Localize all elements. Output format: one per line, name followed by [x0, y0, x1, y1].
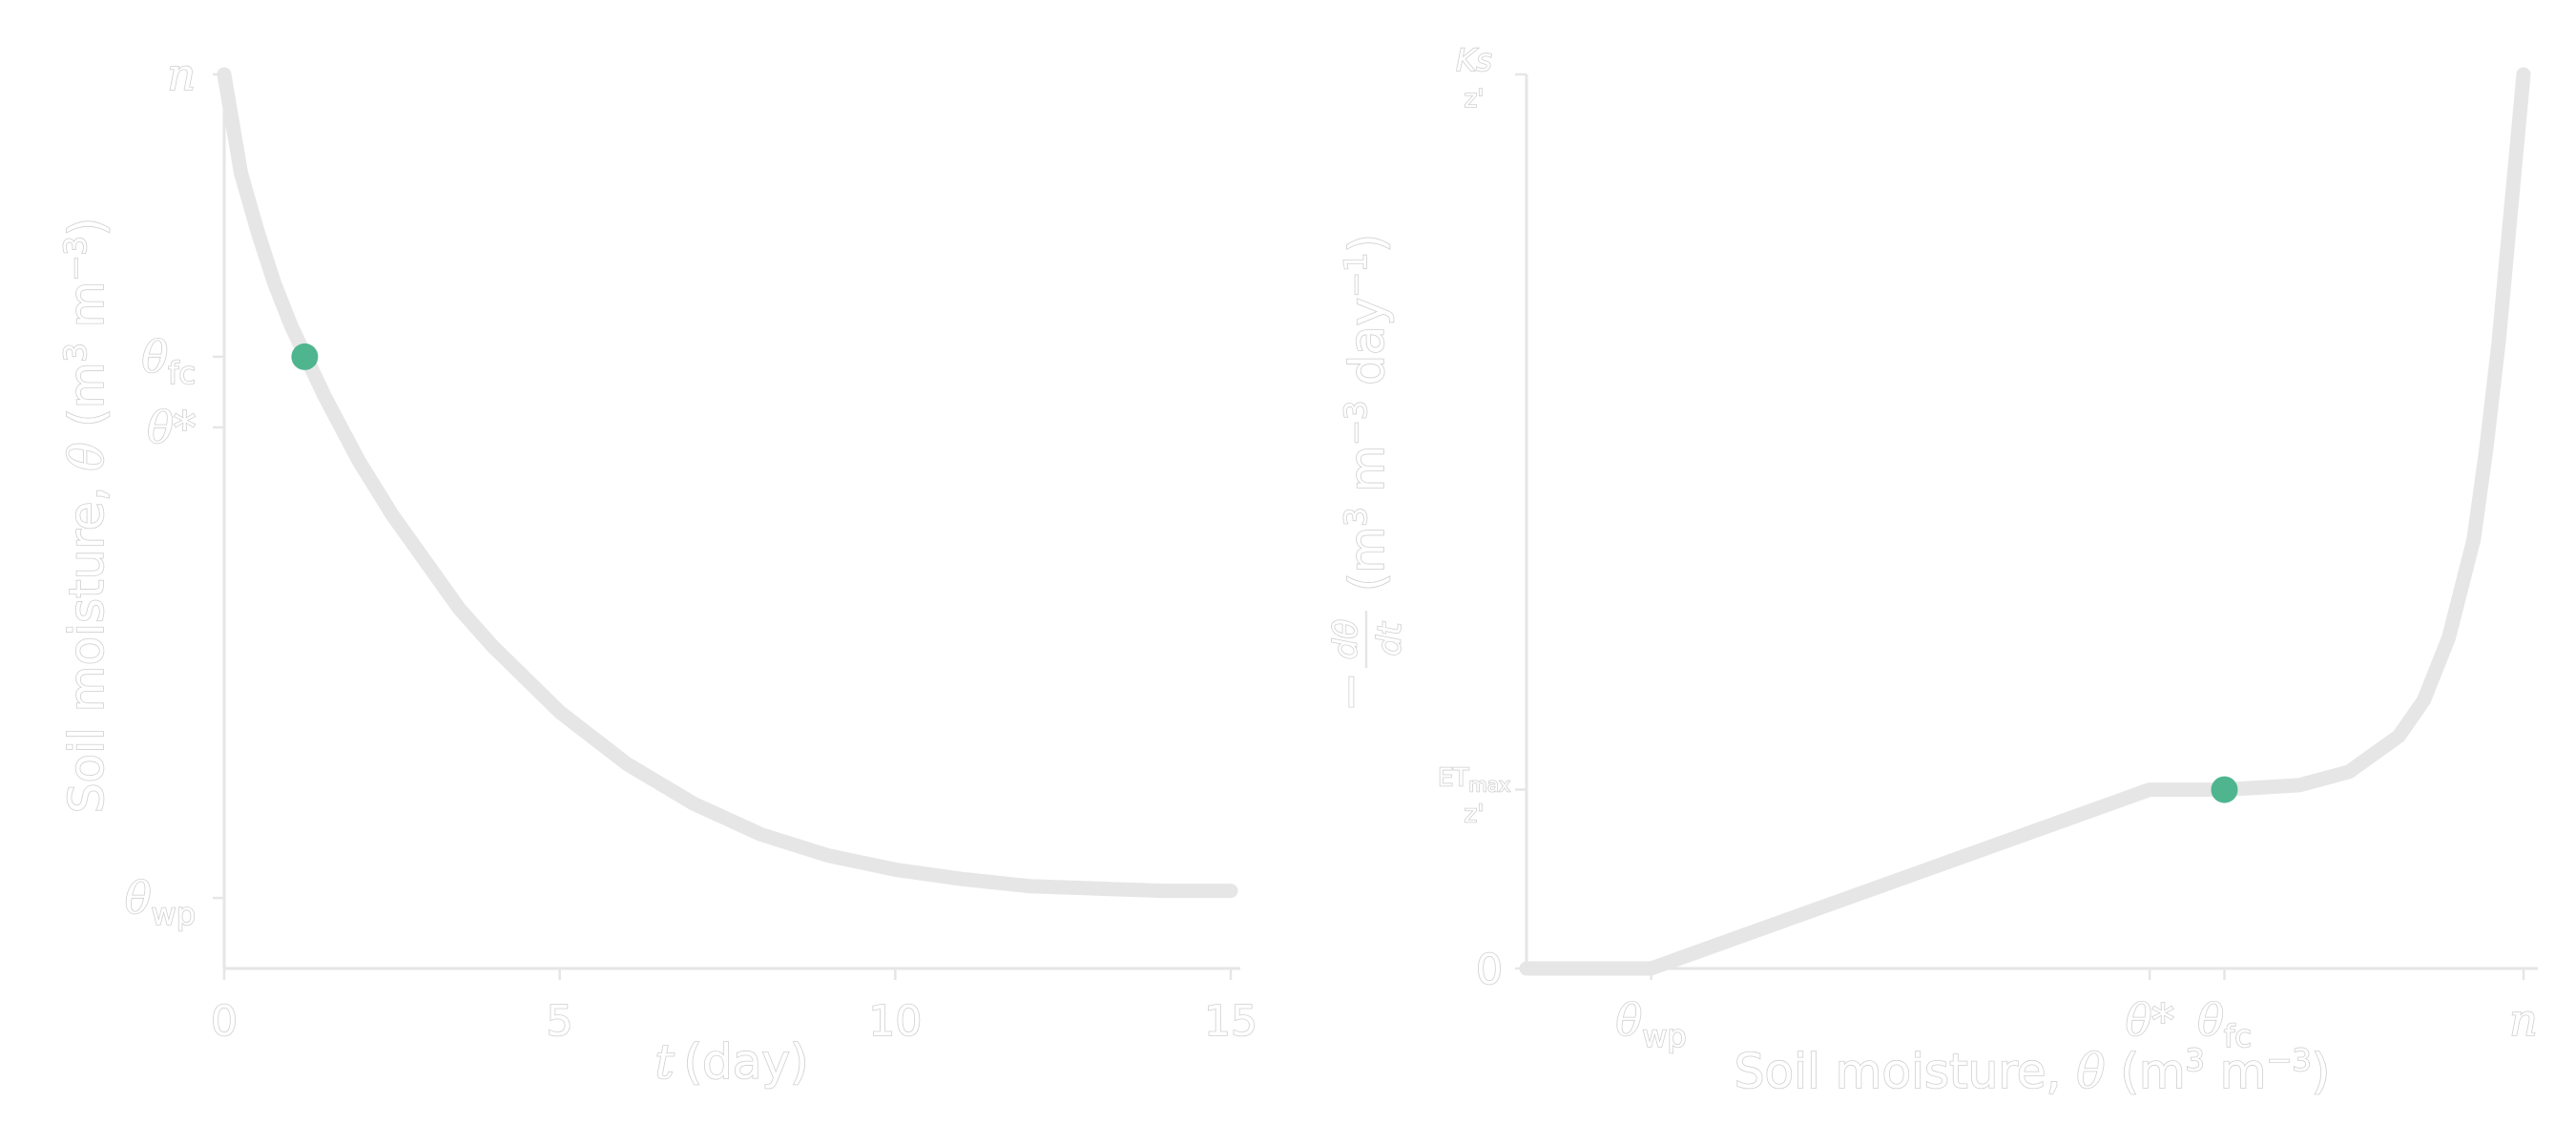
x-tick-label: θ* [2126, 994, 2174, 1046]
left-y-ticks: n θfc θ* θwp [124, 48, 224, 933]
right-y-label-frac-num: dθ [1327, 619, 1365, 660]
y-tick-label: θfc [141, 331, 196, 391]
x-tick-label: 5 [547, 997, 573, 1046]
right-chart: θwp θ* θfc n 0 ETmax z' Ks z' Soil moisture, θ … [1321, 41, 2539, 1100]
right-x-axis-label: Soil moisture, θ (m3 m−3) [1735, 1042, 2330, 1099]
right-marker-point [2211, 776, 2238, 803]
left-y-axis-label: Soil moisture, θ (m3 m−3) [57, 218, 114, 813]
left-x-axis-label: t (day) [654, 1034, 808, 1090]
x-tick-label: n [2509, 994, 2538, 1046]
y-tick-label: Ks [1456, 42, 1492, 78]
left-marker-point [291, 343, 319, 370]
x-tick-label: 0 [211, 997, 238, 1046]
y-tick-label: θ* [147, 402, 196, 453]
x-tick-label: 15 [1204, 997, 1257, 1046]
y-tick-label: θwp [125, 872, 196, 932]
y-tick-label: ETmax [1438, 764, 1510, 797]
y-tick-label-denominator: z' [1465, 801, 1485, 829]
x-tick-label: θfc [2197, 994, 2252, 1054]
x-tick-label: 10 [868, 997, 922, 1046]
y-tick-label: 0 [1476, 946, 1503, 994]
left-series-line [217, 67, 1238, 899]
right-y-axis-label: − dθ dt (m3 m−3 day−1) [1321, 233, 1410, 712]
right-y-ticks: 0 ETmax z' Ks z' [1437, 41, 1527, 995]
right-y-label-minus: − [1322, 672, 1378, 712]
left-chart: 0 5 10 15 n θfc θ* θwp t (day) Soil moisture, θ… [56, 48, 1258, 1091]
left-x-ticks: 0 5 10 15 [210, 968, 1258, 1047]
right-x-ticks: θwp θ* θfc n [1615, 968, 2539, 1055]
right-y-label-unit: (m3 m−3 day−1) [1338, 234, 1395, 592]
right-series-line [1519, 67, 2531, 976]
x-tick-label: θwp [1616, 994, 1687, 1054]
right-y-label-frac-den: dt [1371, 621, 1409, 656]
y-tick-label: n [167, 49, 196, 100]
y-tick-label-denominator: z' [1465, 85, 1485, 114]
